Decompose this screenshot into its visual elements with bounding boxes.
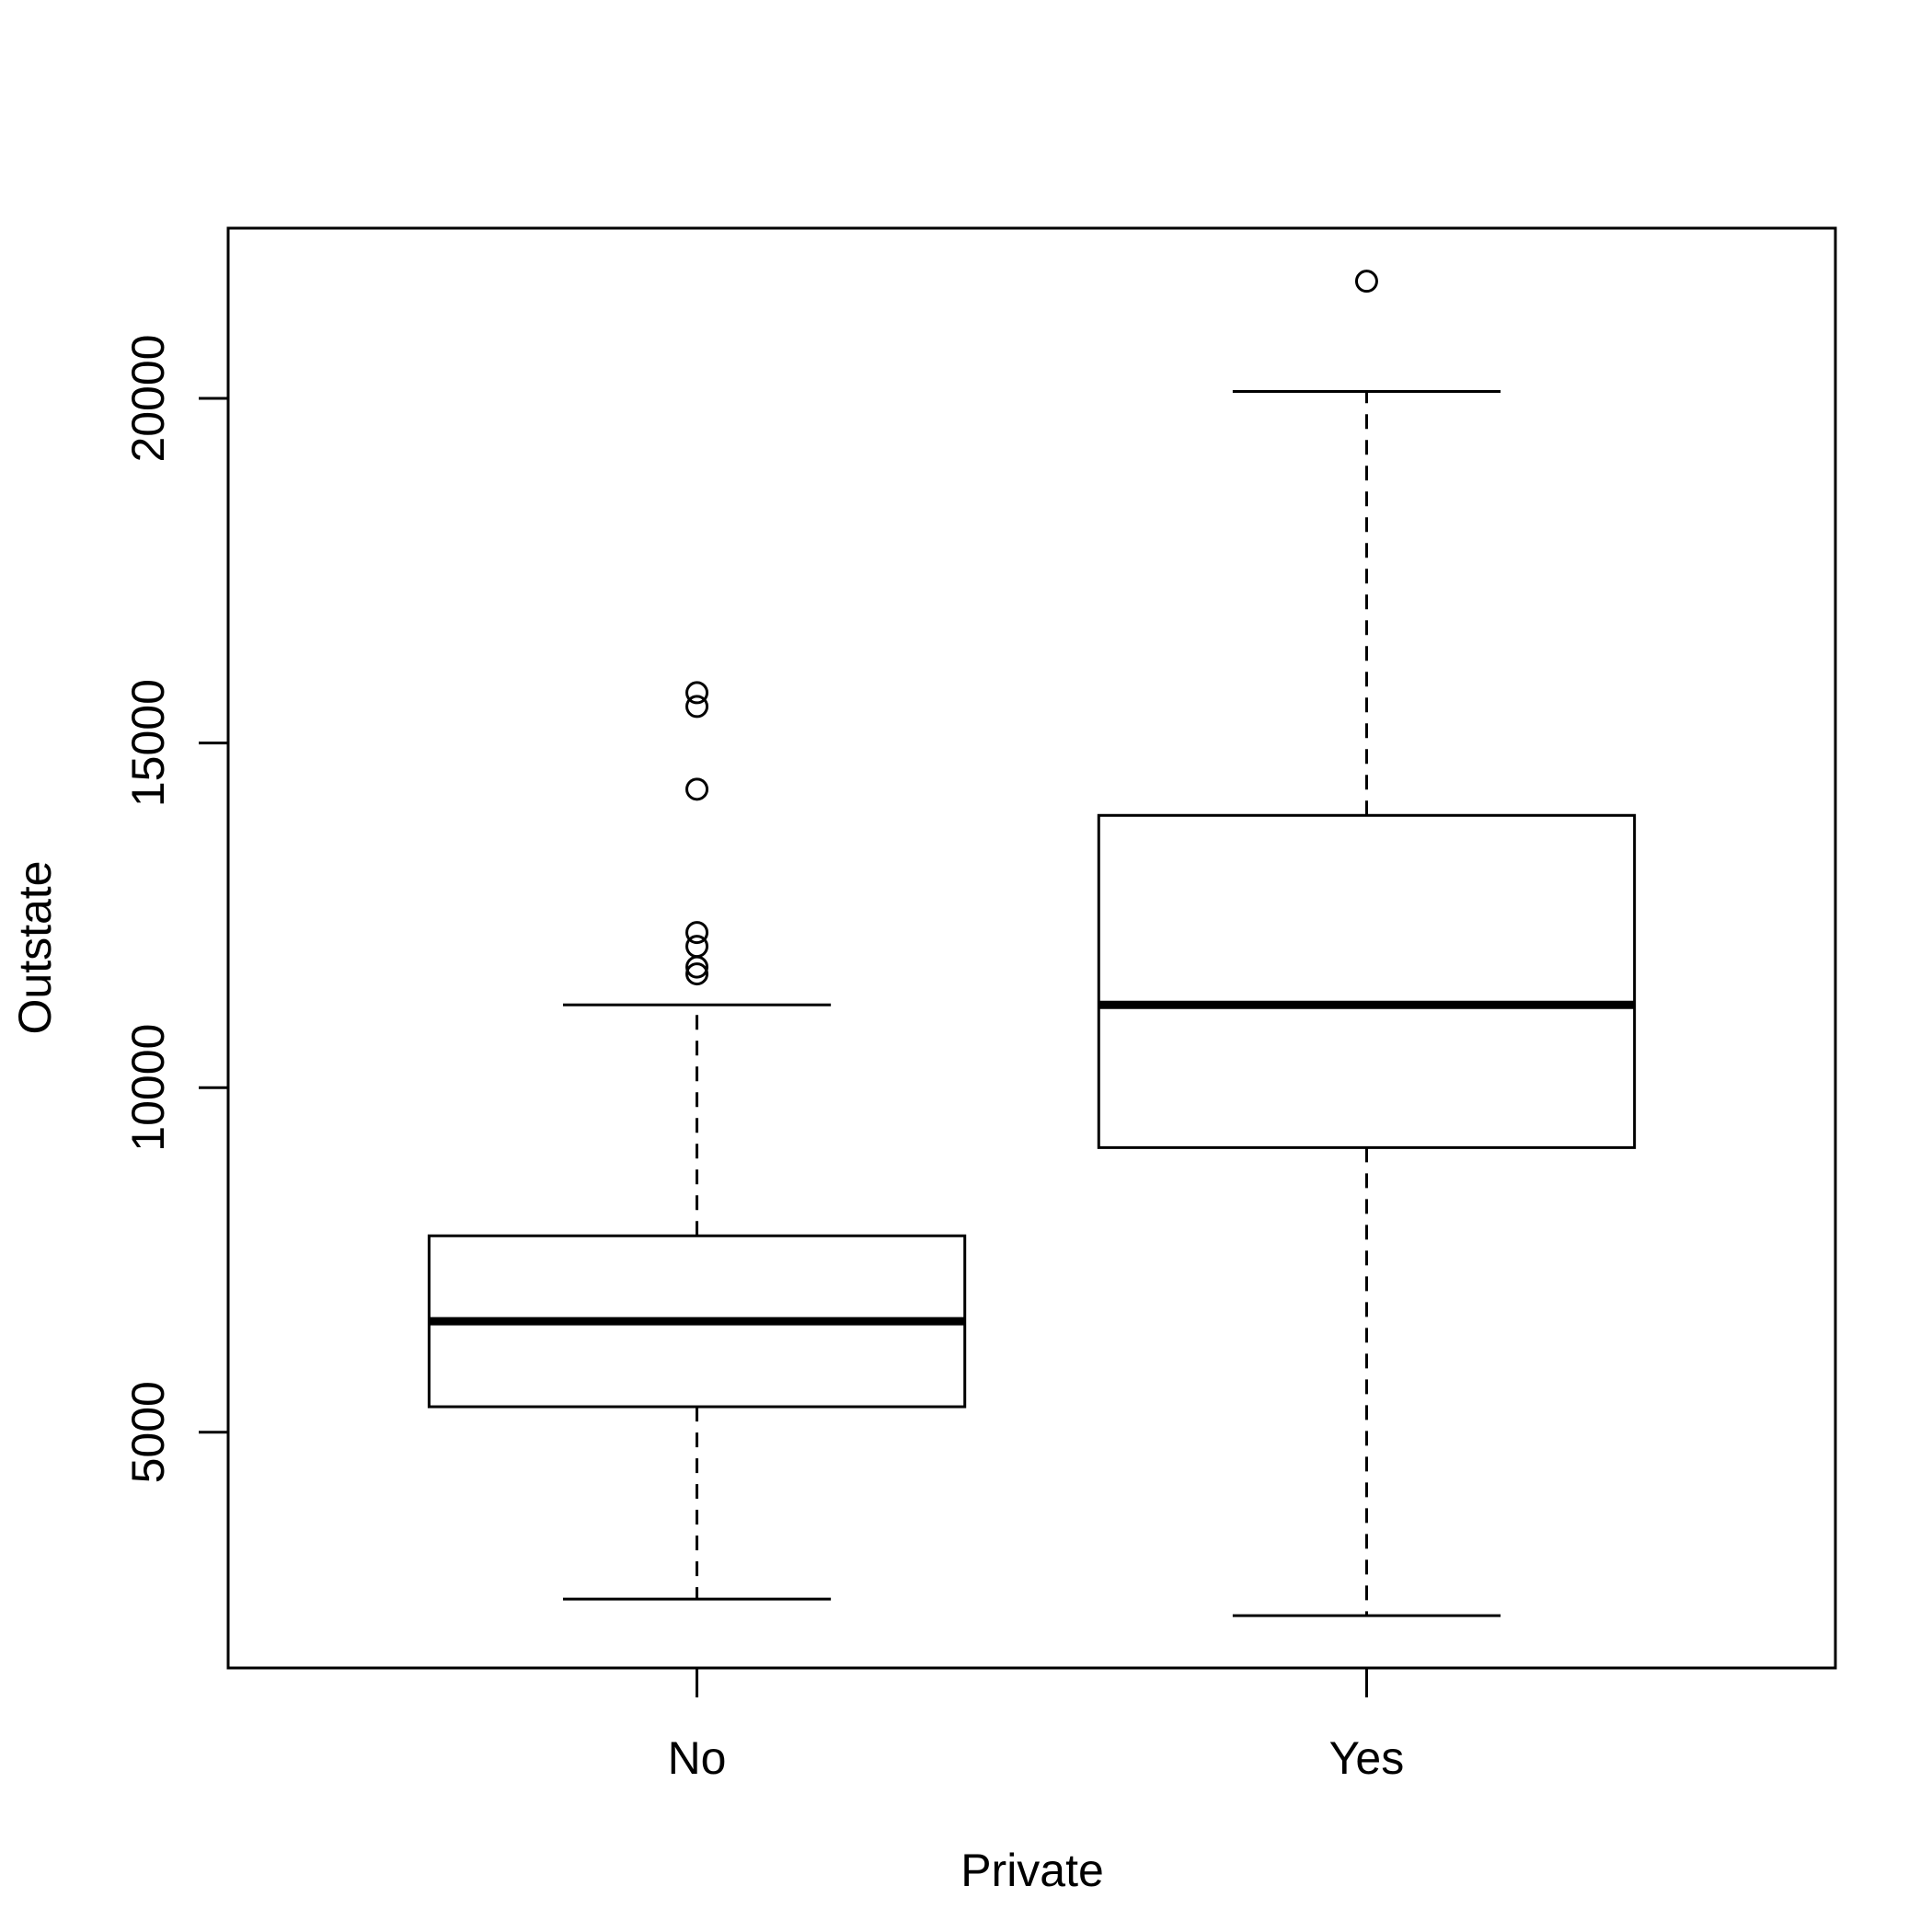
- x-axis-label: Private: [960, 1845, 1104, 1896]
- y-tick-label: 20000: [122, 335, 174, 463]
- x-tick-label: No: [668, 1732, 727, 1784]
- x-axis: No Yes: [668, 1666, 1405, 1784]
- outlier-point: [1354, 270, 1378, 293]
- outlier-point: [685, 955, 709, 979]
- x-tick-label: Yes: [1329, 1732, 1405, 1784]
- outlier-point: [685, 935, 709, 959]
- outlier-point: [685, 921, 709, 945]
- y-tick-label: 10000: [122, 1024, 174, 1152]
- y-tick-label: 15000: [122, 679, 174, 807]
- boxes: [427, 270, 1637, 1617]
- y-axis-label: Outstate: [9, 861, 61, 1035]
- y-axis: 5000 10000 15000 20000: [122, 335, 230, 1483]
- outlier-point: [685, 962, 709, 986]
- outlier-point: [685, 681, 709, 705]
- outlier-point: [685, 777, 709, 801]
- y-tick-label: 5000: [122, 1381, 174, 1483]
- box-group-no: [427, 681, 967, 1601]
- box-group-yes: [1097, 270, 1637, 1617]
- box: [1097, 813, 1637, 1149]
- outlier-point: [685, 695, 709, 719]
